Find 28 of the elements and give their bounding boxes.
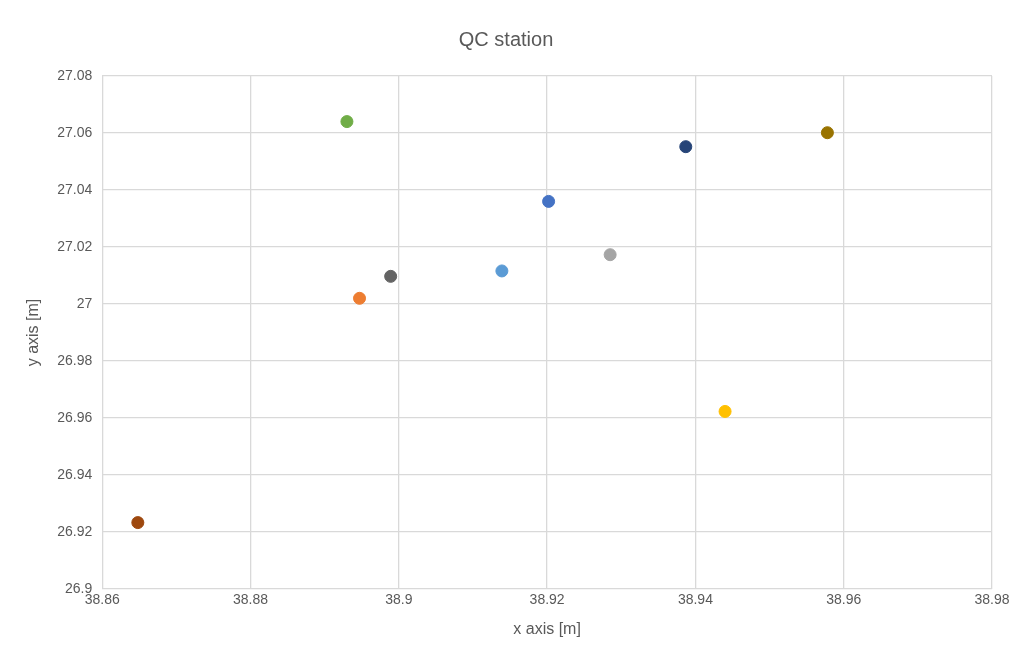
- x-tick-label: 38.98: [974, 591, 1010, 608]
- point: [495, 264, 509, 278]
- y-tick-label: 27.08: [57, 66, 93, 83]
- point: [542, 194, 556, 208]
- y-tick-label: 27.04: [57, 180, 93, 197]
- chart-title: QC station: [458, 27, 554, 50]
- x-tick-label: 38.96: [826, 591, 862, 608]
- y-tick-label: 26.96: [57, 408, 93, 425]
- point: [820, 126, 834, 140]
- point: [679, 140, 693, 154]
- point: [603, 248, 617, 262]
- point: [353, 291, 367, 305]
- point: [131, 516, 145, 530]
- y-tick-label: 26.94: [57, 465, 93, 482]
- x-tick-label: 38.92: [529, 591, 565, 608]
- y-tick-label: 26.92: [57, 522, 93, 539]
- y-tick-label: 27: [76, 294, 93, 311]
- y-tick-label: 27.02: [57, 237, 93, 254]
- y-tick-label: 27.06: [57, 123, 93, 140]
- point: [718, 404, 732, 418]
- y-axis-title: y axis [m]: [24, 298, 42, 367]
- y-tick-label: 26.98: [57, 351, 93, 368]
- point: [384, 269, 398, 283]
- x-tick-label: 38.88: [233, 591, 269, 608]
- x-tick-label: 38.94: [677, 591, 714, 608]
- point: [340, 115, 354, 129]
- x-axis-title: x axis [m]: [513, 619, 581, 637]
- x-tick-label: 38.9: [385, 591, 413, 608]
